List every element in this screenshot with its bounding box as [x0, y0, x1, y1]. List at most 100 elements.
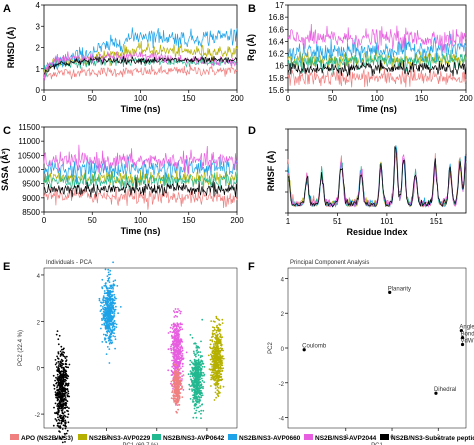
- legend-swatch-apo: [10, 434, 19, 440]
- scatter-point: [215, 329, 218, 332]
- scatter-point: [221, 318, 224, 321]
- scatter-point: [62, 381, 64, 383]
- scatter-point: [112, 283, 115, 285]
- scatter-point: [57, 380, 60, 383]
- scatter-point: [189, 398, 192, 400]
- scatter-point: [60, 405, 63, 408]
- y-axis-label: Rg (Å): [246, 34, 256, 61]
- scatter-point: [215, 354, 218, 357]
- scatter-point: [58, 379, 60, 382]
- scatter-point: [109, 341, 112, 344]
- scatter-point: [101, 312, 103, 315]
- scatter-point: [64, 396, 67, 398]
- scatter-point: [114, 335, 116, 338]
- scatter-point: [210, 353, 212, 356]
- scatter-point: [62, 355, 65, 357]
- scatter-cluster-avp0229: [207, 315, 225, 401]
- scatter-point: [177, 356, 180, 359]
- scatter-point: [219, 334, 222, 336]
- scatter-point: [58, 396, 61, 399]
- scatter-point: [102, 299, 105, 302]
- scatter-point: [216, 361, 218, 364]
- scatter-point: [217, 390, 220, 393]
- scatter-point: [68, 407, 70, 409]
- scatter-point: [100, 304, 102, 307]
- scatter-point: [171, 327, 174, 330]
- legend-swatch-avp2044: [304, 434, 313, 440]
- scatter-point: [109, 290, 111, 292]
- scatter-point: [62, 407, 64, 410]
- scatter-point: [173, 397, 176, 400]
- y-tick-label: 10500: [18, 151, 41, 160]
- scatter-point: [177, 333, 180, 335]
- scatter-point: [209, 343, 212, 346]
- scatter-point: [61, 401, 63, 403]
- scatter-point: [210, 378, 213, 381]
- scatter-point: [179, 346, 181, 349]
- scatter-point: [110, 342, 113, 345]
- scatter-point: [103, 304, 106, 307]
- scatter-point: [109, 314, 112, 316]
- scatter-point: [170, 351, 173, 354]
- scatter-point: [60, 399, 63, 401]
- scatter-point: [222, 367, 225, 370]
- scatter-point: [60, 370, 63, 373]
- scatter-point: [113, 293, 116, 296]
- x-tick-label: -2: [104, 435, 110, 441]
- scatter-point: [189, 363, 192, 366]
- scatter-point: [213, 367, 216, 370]
- scatter-point: [52, 424, 55, 427]
- scatter-point: [108, 320, 110, 322]
- scatter-point: [195, 355, 197, 358]
- scatter-point: [189, 370, 192, 372]
- scatter-point: [176, 343, 178, 345]
- scatter-point: [189, 359, 192, 362]
- scatter-point: [201, 318, 204, 321]
- scatter-point: [195, 397, 198, 400]
- scatter-point: [63, 367, 65, 370]
- scatter-point: [199, 374, 202, 377]
- scatter-point: [198, 387, 201, 390]
- legend-label-substrate: NS2B/NS3-Substrate peptide: [391, 435, 474, 442]
- scatter-point: [178, 309, 181, 312]
- scatter-point: [58, 390, 61, 393]
- scatter-point: [108, 277, 111, 279]
- scatter-point: [220, 367, 223, 370]
- scatter-point: [221, 322, 224, 324]
- scatter-point: [59, 353, 62, 356]
- scatter-point: [222, 385, 225, 388]
- scatter-point: [218, 392, 221, 394]
- scatter-point: [174, 324, 177, 327]
- scatter-point: [54, 379, 56, 382]
- y-tick-label: 3: [36, 22, 41, 31]
- scatter-point: [173, 399, 175, 402]
- scatter-point: [61, 353, 64, 356]
- scatter-point: [63, 436, 65, 438]
- scatter-point: [111, 312, 114, 315]
- scatter-point: [199, 371, 202, 374]
- scatter-point: [219, 354, 222, 357]
- scatter-point: [66, 374, 68, 377]
- scatter-point: [213, 343, 215, 346]
- scatter-point: [176, 404, 179, 406]
- scatter-point: [59, 425, 61, 427]
- scatter-point: [219, 365, 222, 368]
- scatter-point: [59, 365, 62, 368]
- scatter-point: [193, 407, 196, 410]
- scatter-point: [215, 349, 218, 352]
- scatter-point: [216, 381, 219, 383]
- scatter-point: [57, 398, 60, 401]
- scatter-point: [216, 389, 219, 392]
- scatter-point: [193, 352, 196, 355]
- scatter-point: [189, 334, 192, 336]
- scatter-point: [67, 413, 70, 416]
- scatter-point: [200, 383, 203, 385]
- scatter-point: [65, 372, 67, 375]
- scatter-point: [215, 342, 218, 345]
- scatter-point: [189, 375, 192, 378]
- scatter-point: [215, 356, 218, 359]
- scatter-point: [174, 385, 177, 387]
- panel-letter-c: C: [3, 125, 11, 137]
- panel-letter-a: A: [3, 3, 11, 15]
- scatter-point: [196, 376, 198, 379]
